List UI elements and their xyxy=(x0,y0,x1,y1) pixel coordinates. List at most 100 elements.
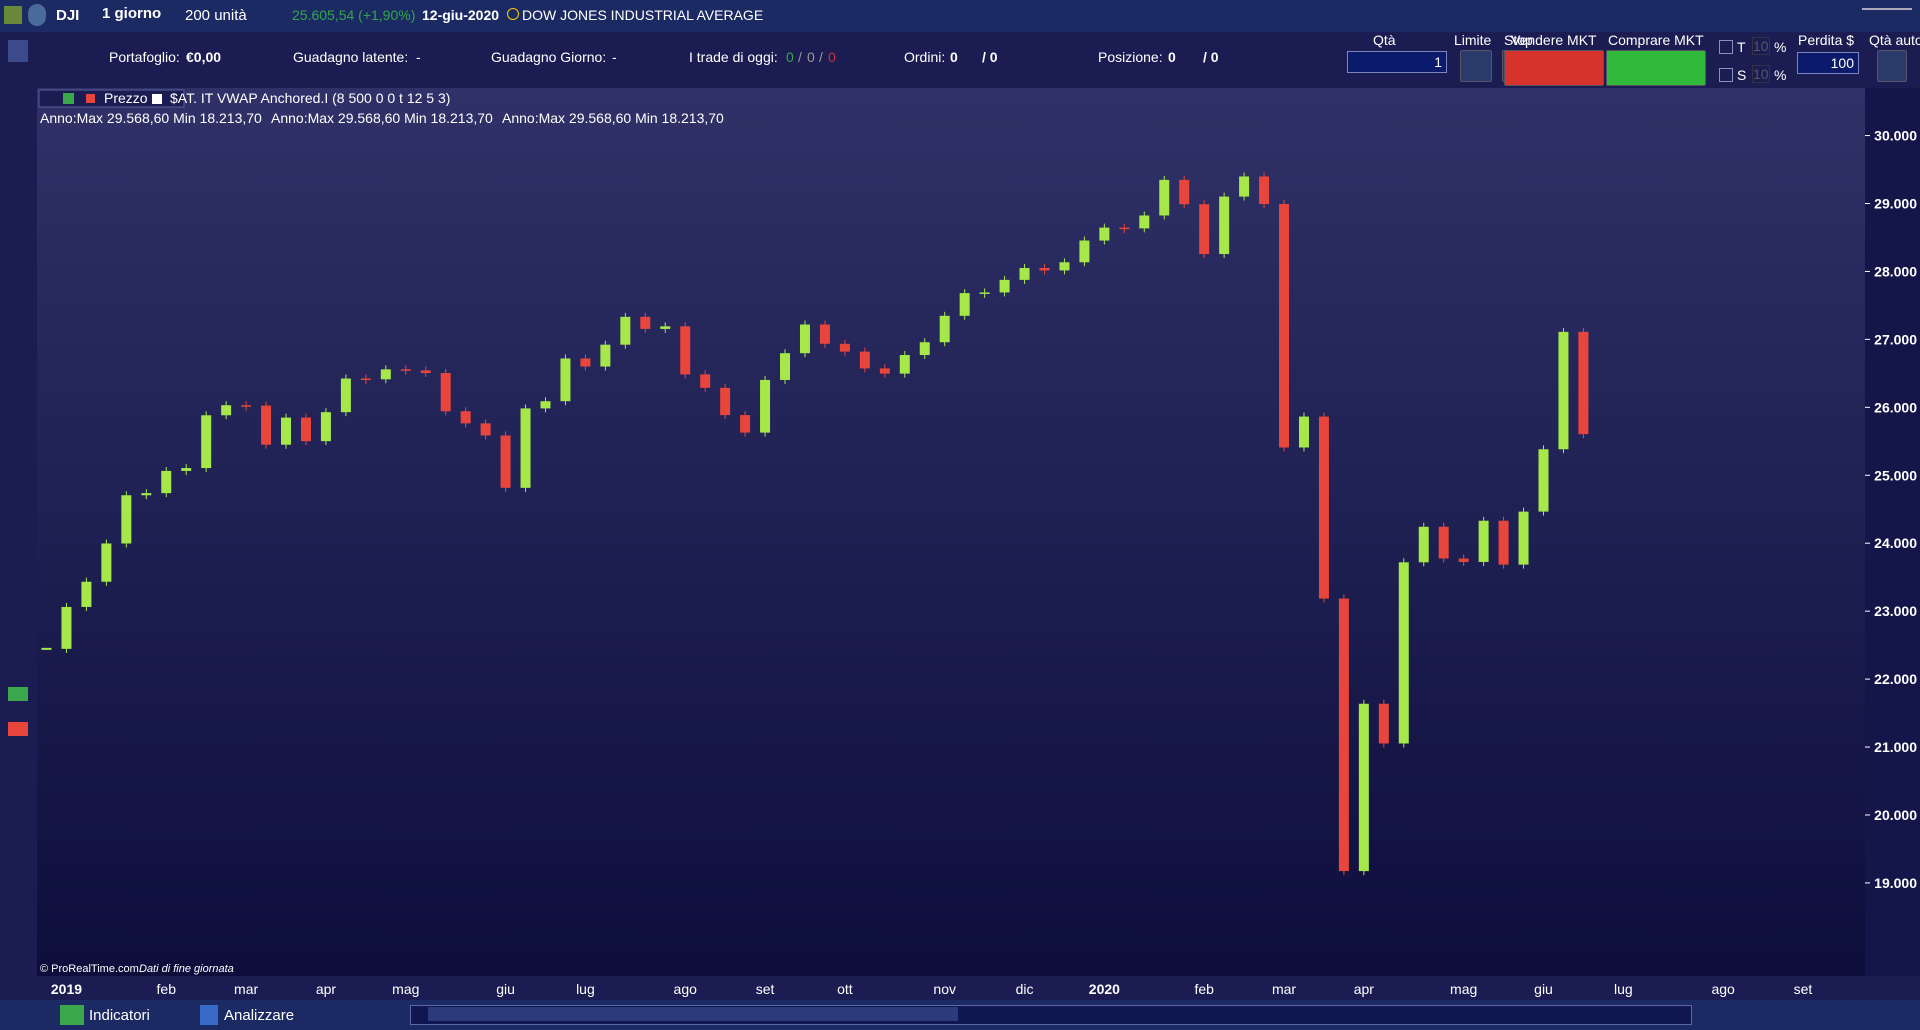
candle xyxy=(740,415,751,433)
candle xyxy=(999,279,1010,293)
loss-input[interactable]: 100 xyxy=(1797,52,1859,74)
scroll-thumb[interactable] xyxy=(428,1007,958,1021)
candle xyxy=(1378,703,1389,744)
candle xyxy=(1438,526,1449,559)
latent-value: - xyxy=(416,49,421,65)
candle xyxy=(1259,176,1270,205)
window-controls[interactable] xyxy=(1862,8,1912,24)
analyze-button[interactable]: Analizzare xyxy=(224,1007,295,1024)
candle xyxy=(1398,562,1409,744)
loss-label: Perdita $ xyxy=(1798,32,1855,48)
legend-price[interactable]: Prezzo xyxy=(104,90,148,106)
candle xyxy=(1338,598,1349,872)
candle xyxy=(660,326,671,329)
trades-count: 0 xyxy=(786,49,794,65)
candle xyxy=(420,370,431,374)
s-checkbox[interactable] xyxy=(1719,68,1733,82)
candle xyxy=(440,373,451,412)
search-icon[interactable] xyxy=(28,4,46,26)
t-checkbox[interactable] xyxy=(1719,40,1733,54)
period[interactable]: 1 giorno xyxy=(102,5,162,22)
candle xyxy=(181,468,192,471)
chart: Prezzo $AT. IT VWAP Anchored.I (8 500 0 … xyxy=(37,88,1920,1000)
x-tick-label: feb xyxy=(157,981,177,997)
candle xyxy=(1458,558,1469,562)
x-tick-label: nov xyxy=(933,981,956,997)
candle xyxy=(799,324,810,354)
candle xyxy=(520,408,531,488)
position-other[interactable]: / 0 xyxy=(1203,49,1219,65)
candle xyxy=(480,423,491,436)
t-unit: % xyxy=(1774,39,1787,55)
candle xyxy=(1219,196,1230,255)
y-tick-label: 28.000 xyxy=(1874,263,1917,279)
trades-count: 0 xyxy=(828,49,836,65)
tool-arrow-down[interactable] xyxy=(8,722,28,736)
candle xyxy=(241,405,252,407)
trades-label: I trade di oggi: xyxy=(689,49,778,65)
indicators-button[interactable]: Indicatori xyxy=(89,1007,150,1024)
app-icon[interactable] xyxy=(4,6,22,24)
x-tick-label: mar xyxy=(234,981,258,997)
t-value[interactable]: 10 xyxy=(1752,37,1770,55)
y-tick-label: 21.000 xyxy=(1874,739,1917,755)
units[interactable]: 200 unità xyxy=(185,7,247,24)
limit-label: Limite xyxy=(1454,32,1492,48)
legend-indicator[interactable]: $AT. IT VWAP Anchored.I (8 500 0 0 t 12 … xyxy=(170,90,450,106)
tool-arrow-up[interactable] xyxy=(8,687,28,701)
drawing-toolbar xyxy=(0,32,38,1000)
candle xyxy=(1079,240,1090,263)
top-toolbar: DJI 1 giorno 200 unità 25.605,54 (+1,90%… xyxy=(0,0,1920,33)
latent-label: Guadagno latente: xyxy=(293,49,409,65)
x-tick-label: lug xyxy=(1614,981,1633,997)
candle xyxy=(640,316,651,329)
symbol[interactable]: DJI xyxy=(56,7,80,24)
candle xyxy=(1159,179,1170,216)
annotation: Anno:Max 29.568,60 Min 18.213,70 xyxy=(40,110,262,126)
orders-label: Ordini: xyxy=(904,49,946,65)
candle xyxy=(1538,449,1549,512)
tool-pointer[interactable] xyxy=(8,40,28,62)
limit-button[interactable] xyxy=(1460,50,1492,82)
candle xyxy=(979,292,990,294)
orders-other[interactable]: / 0 xyxy=(982,49,998,65)
candle xyxy=(300,417,311,442)
annotation: Anno:Max 29.568,60 Min 18.213,70 xyxy=(502,110,724,126)
candle xyxy=(819,324,830,344)
portfolio-value: €0,00 xyxy=(186,49,222,65)
candle xyxy=(61,606,72,649)
indicators-icon[interactable] xyxy=(60,1005,84,1025)
candle xyxy=(1239,176,1250,197)
y-tick-label: 22.000 xyxy=(1874,671,1917,687)
source: © ProRealTime.com xyxy=(40,963,139,975)
position-label: Posizione: xyxy=(1098,49,1163,65)
x-tick-label: set xyxy=(756,981,775,997)
x-tick-label: ott xyxy=(837,981,853,997)
y-tick-label: 20.000 xyxy=(1874,807,1917,823)
sell-button[interactable] xyxy=(1504,50,1604,86)
y-tick-label: 26.000 xyxy=(1874,399,1917,415)
position-value: 0 xyxy=(1168,49,1176,65)
y-tick-label: 25.000 xyxy=(1874,467,1917,483)
candle xyxy=(141,493,152,496)
t-label: T xyxy=(1737,39,1746,55)
candle xyxy=(221,405,232,416)
candle xyxy=(600,344,611,367)
candle xyxy=(500,435,511,488)
s-value[interactable]: 10 xyxy=(1752,65,1770,83)
qty-input[interactable]: 1 xyxy=(1347,51,1447,73)
trading-bar: Portafoglio: €0,00 Guadagno latente: - G… xyxy=(37,32,1920,88)
candle xyxy=(780,353,791,380)
candle xyxy=(1019,267,1030,280)
candle xyxy=(580,358,591,367)
candle xyxy=(1179,179,1190,205)
candle xyxy=(1039,267,1050,271)
price-axis xyxy=(1865,88,1920,976)
auto-qty-button[interactable] xyxy=(1877,50,1907,82)
orders-value: 0 xyxy=(950,49,958,65)
time-axis xyxy=(37,976,1920,1000)
buy-button[interactable] xyxy=(1606,50,1706,86)
analyze-icon[interactable] xyxy=(200,1005,218,1025)
candle xyxy=(161,470,172,494)
